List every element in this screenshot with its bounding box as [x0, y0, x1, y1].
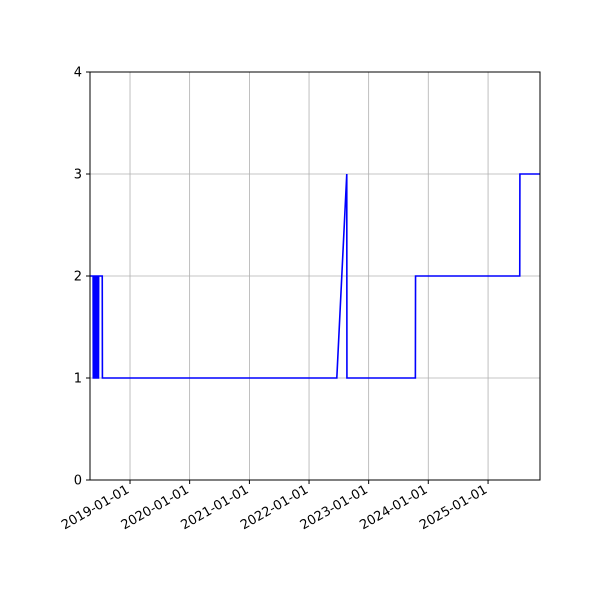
series-layer: [90, 173, 540, 379]
y-tick-label: 3: [74, 168, 82, 183]
x-tick-label: 2025-01-01: [417, 482, 490, 533]
y-tick-label: 2: [74, 270, 82, 285]
y-tick-label: 4: [74, 66, 82, 81]
y-tick-label: 1: [74, 372, 82, 387]
series-line: [90, 173, 540, 379]
tick-layer: 012342019-01-012020-01-012021-01-012022-…: [59, 66, 490, 534]
y-tick-label: 0: [74, 474, 82, 489]
